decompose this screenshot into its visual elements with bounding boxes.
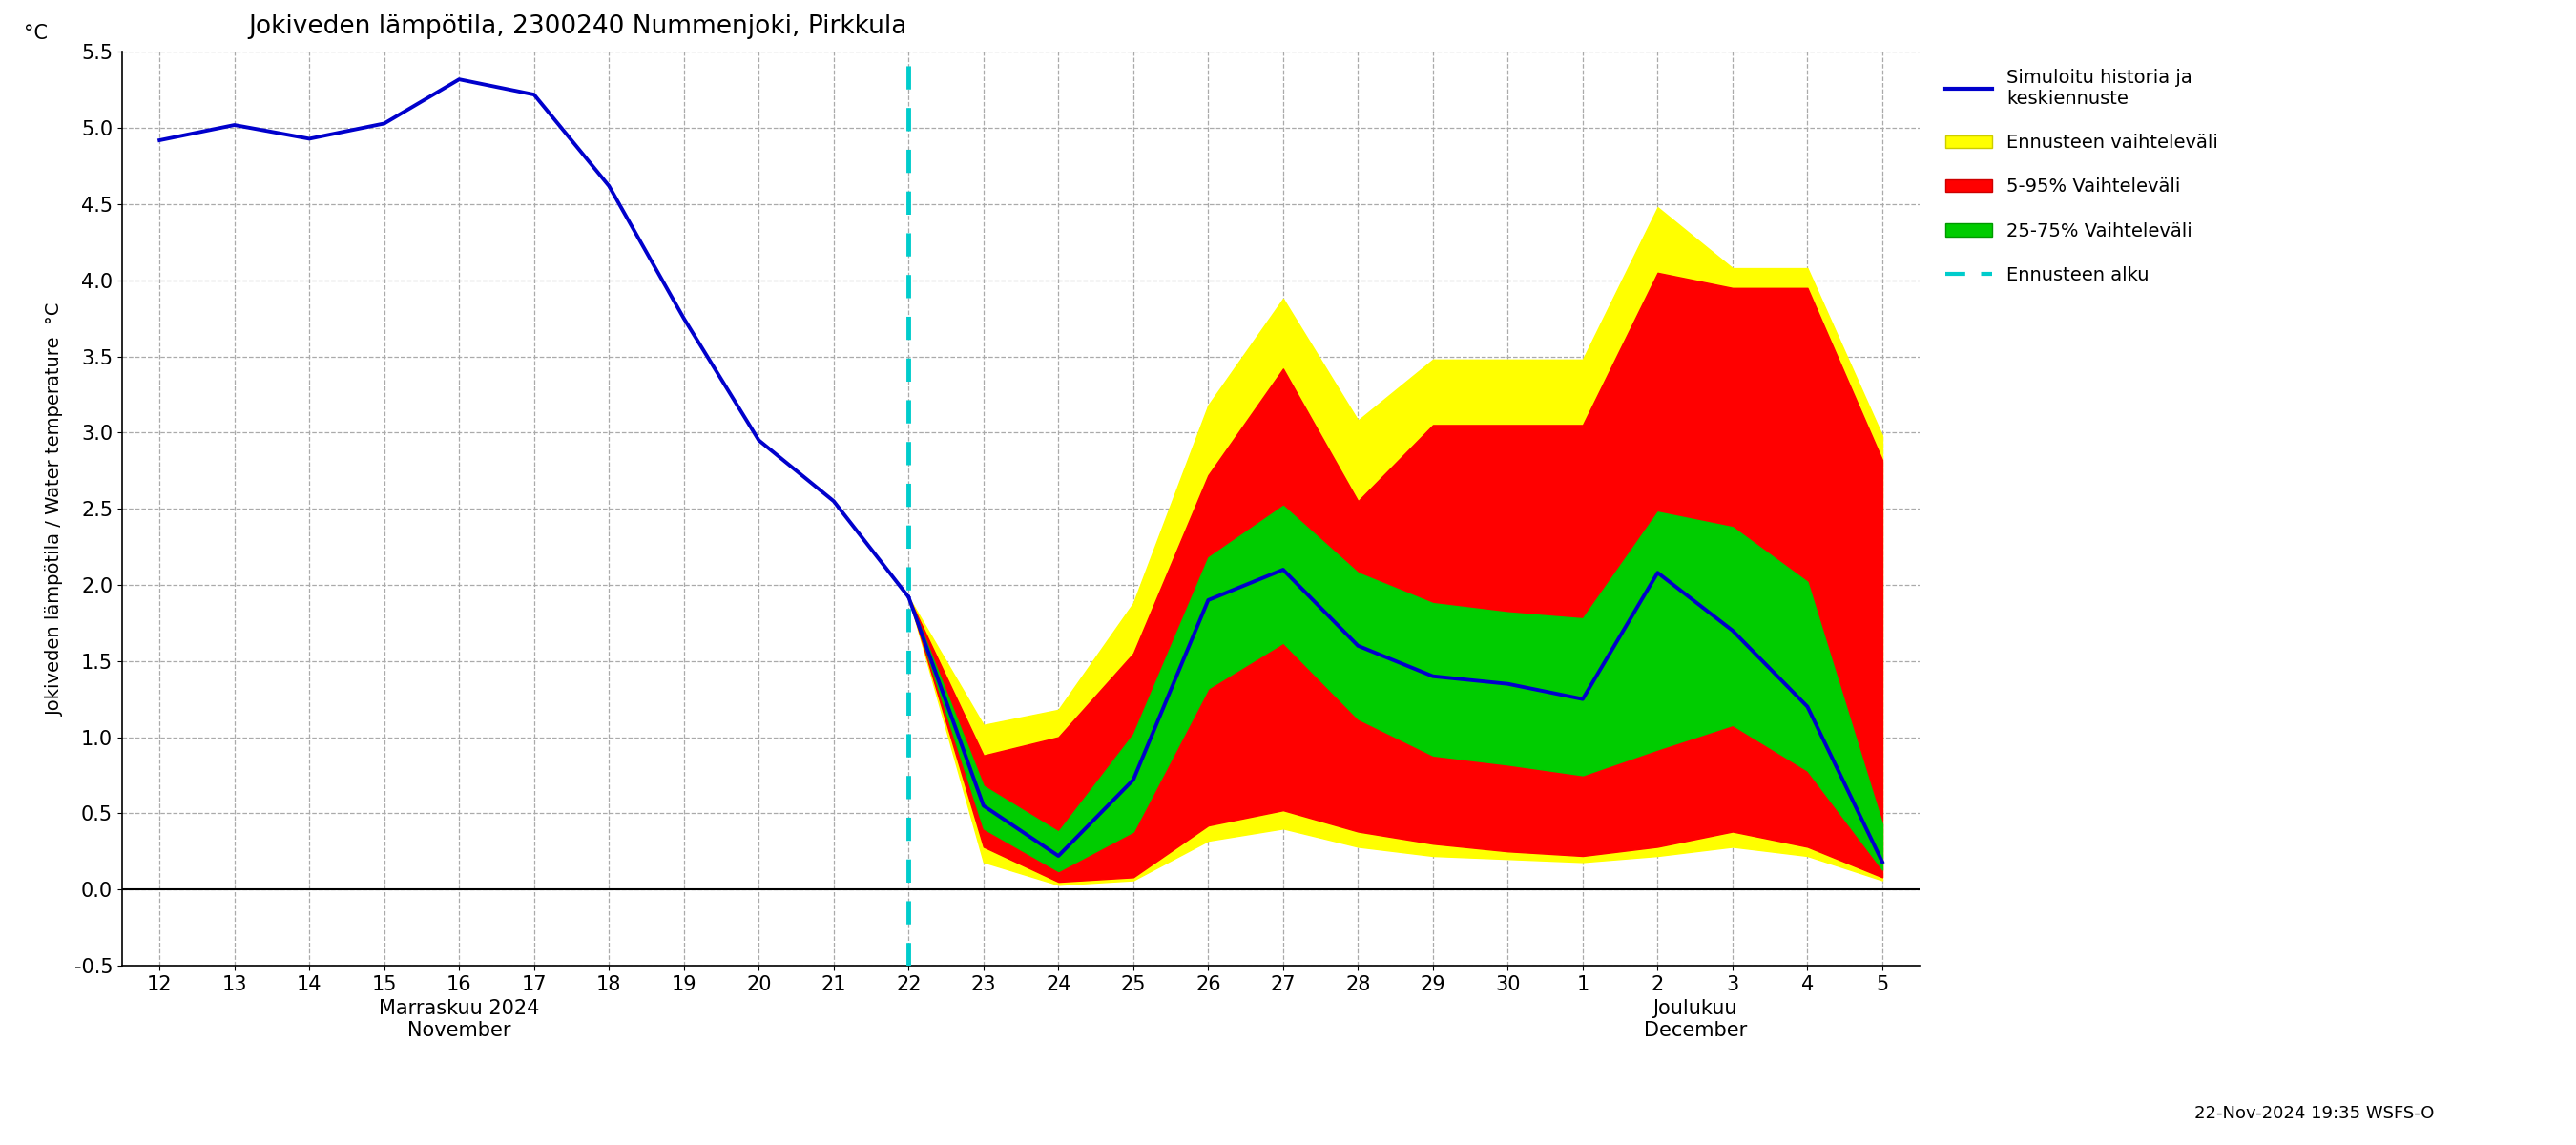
Text: Joulukuu
December: Joulukuu December	[1643, 1000, 1747, 1041]
Y-axis label: Jokiveden lämpötila / Water temperature  °C: Jokiveden lämpötila / Water temperature …	[46, 302, 64, 716]
Text: Jokiveden lämpötila, 2300240 Nummenjoki, Pirkkula: Jokiveden lämpötila, 2300240 Nummenjoki,…	[247, 14, 907, 39]
Text: °C: °C	[23, 24, 49, 42]
Legend: Simuloitu historia ja
keskiennuste, Ennusteen vaihteleväli, 5-95% Vaihteleväli, : Simuloitu historia ja keskiennuste, Ennu…	[1937, 61, 2226, 292]
Text: Marraskuu 2024
November: Marraskuu 2024 November	[379, 1000, 538, 1041]
Text: 22-Nov-2024 19:35 WSFS-O: 22-Nov-2024 19:35 WSFS-O	[2195, 1105, 2434, 1122]
